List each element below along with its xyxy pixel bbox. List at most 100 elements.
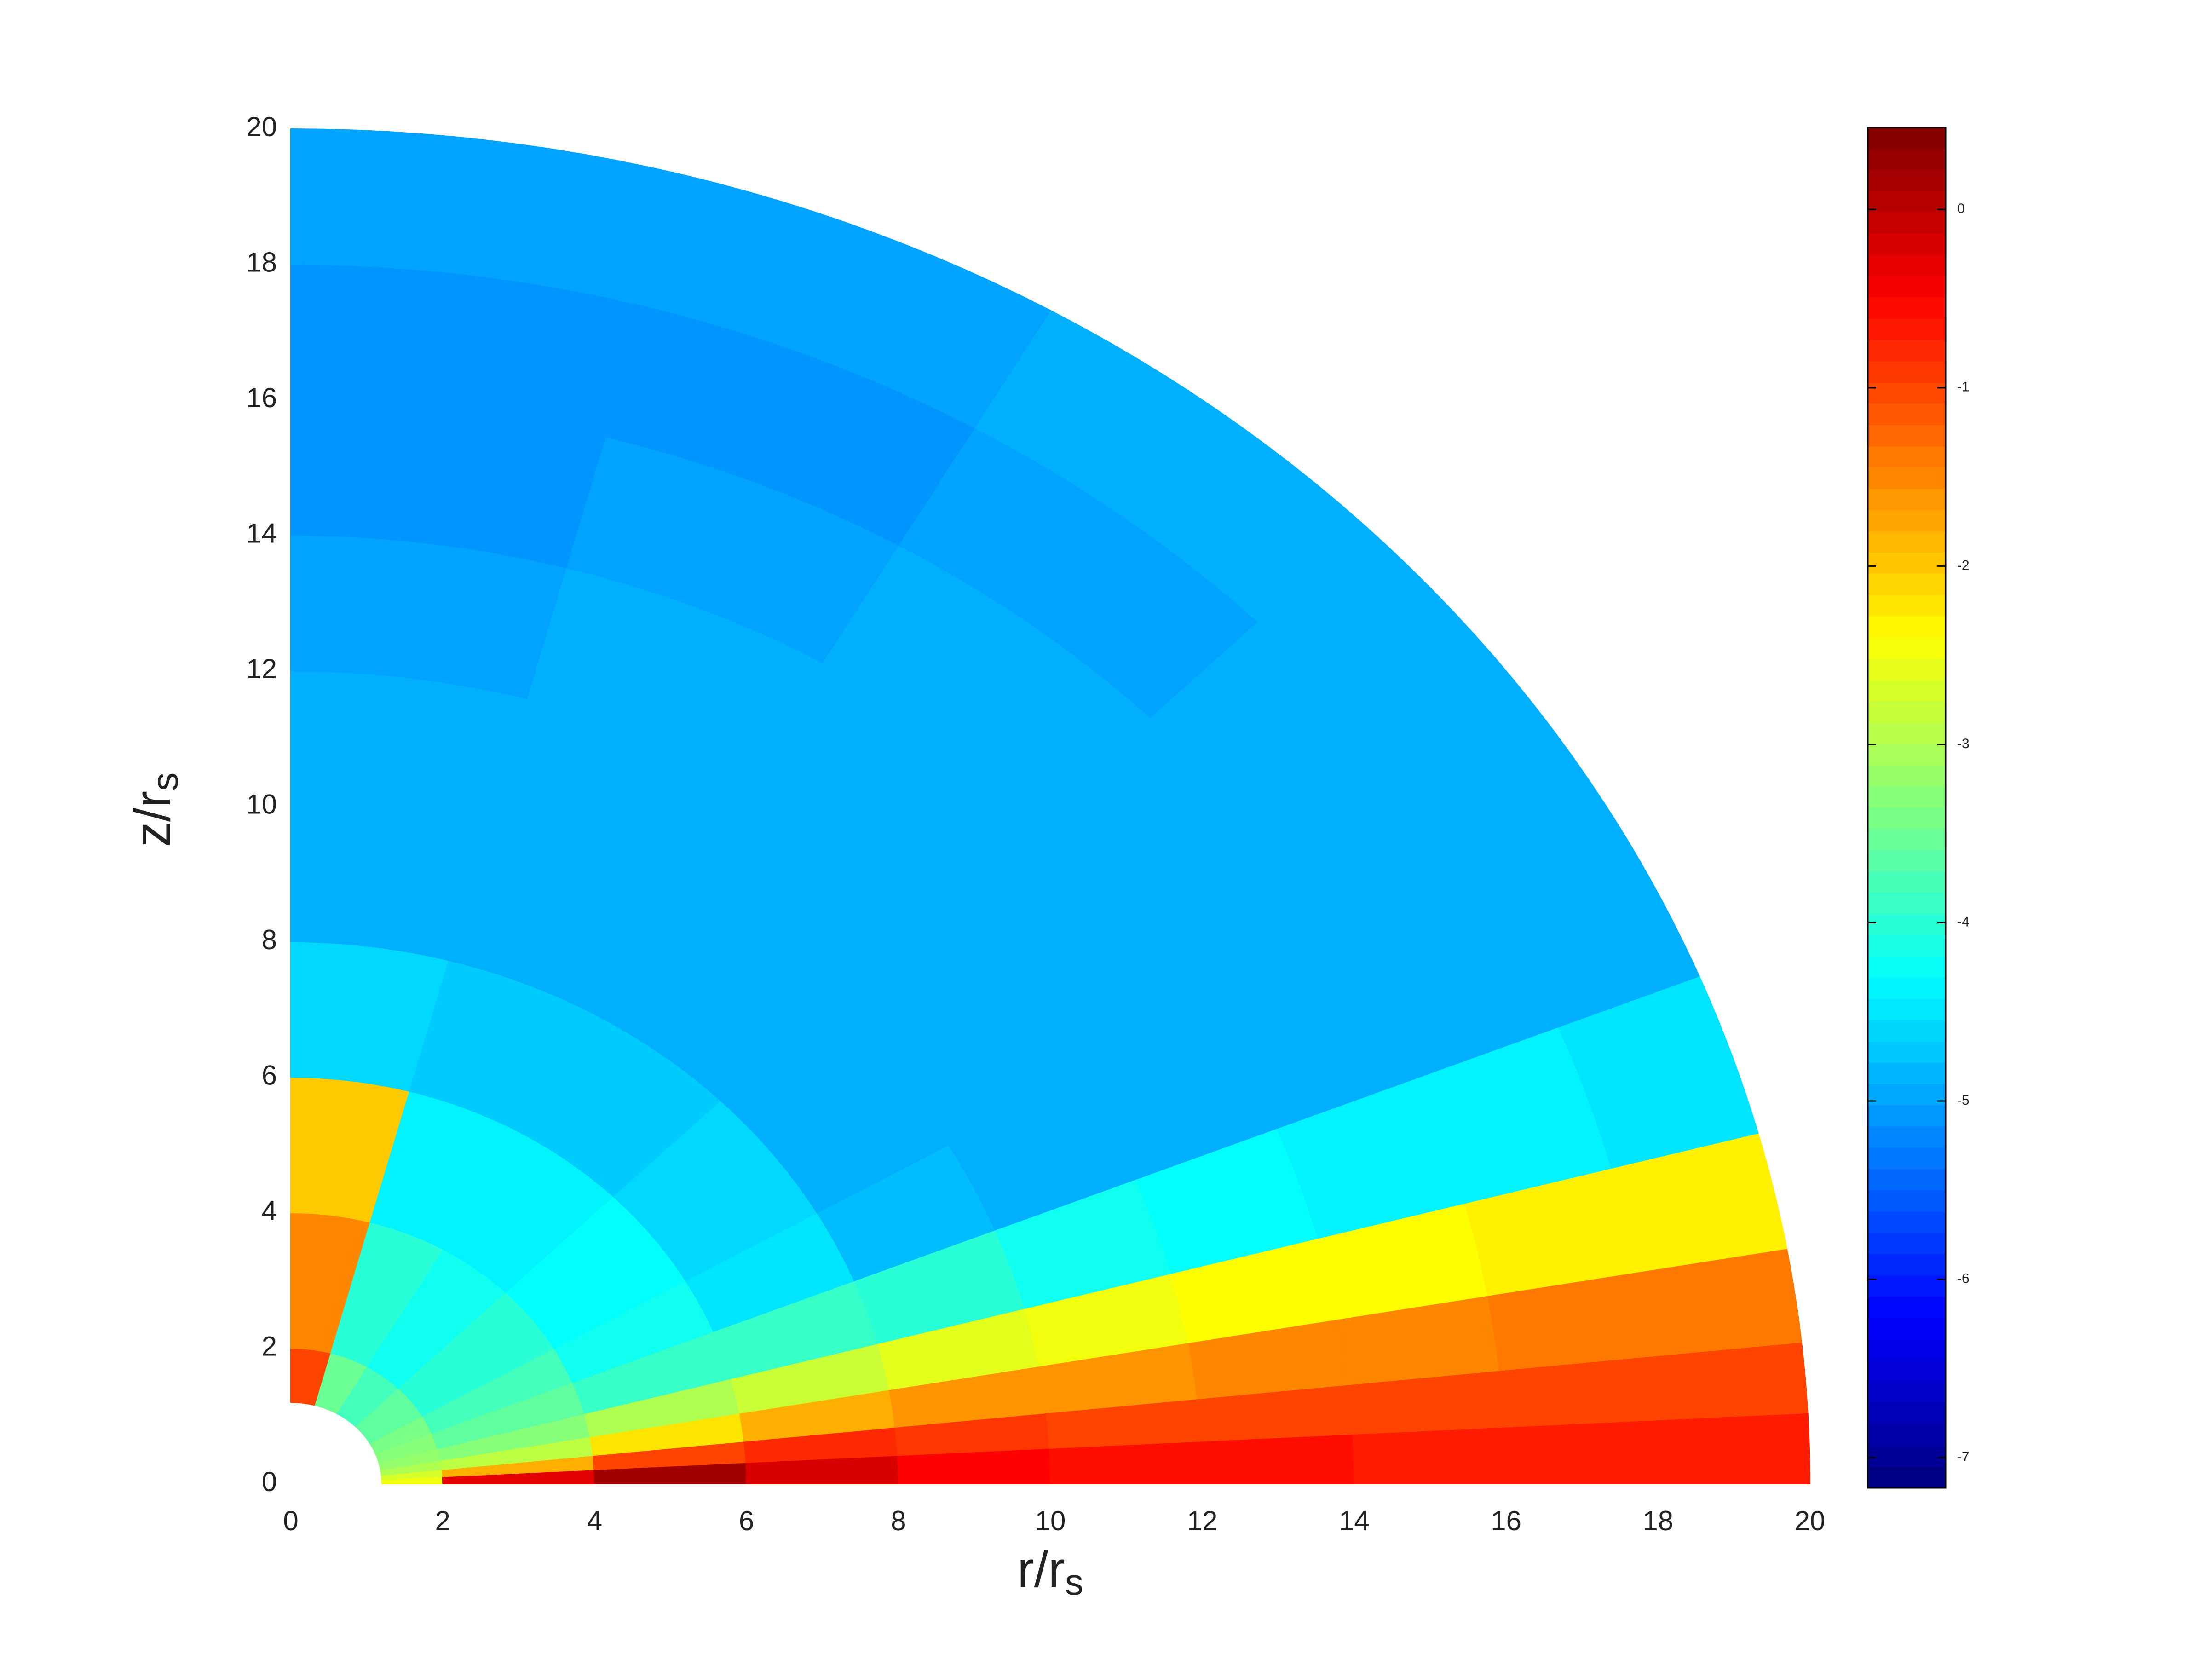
- y-axis-label: z/rs: [124, 772, 185, 847]
- colorbar-swatch: [1868, 127, 1946, 150]
- x-tick-label: 16: [1491, 1505, 1521, 1536]
- colorbar-swatch: [1868, 871, 1946, 893]
- colorbar-swatch: [1868, 659, 1946, 681]
- y-tick-label: 4: [262, 1195, 277, 1226]
- colorbar-swatch: [1868, 1233, 1946, 1255]
- x-axis-label-text: r/r: [1017, 1541, 1065, 1598]
- colorbar-swatch: [1868, 1211, 1946, 1233]
- colorbar-swatch: [1868, 255, 1946, 277]
- y-tick-label: 8: [262, 924, 277, 955]
- colorbar-swatch: [1868, 1084, 1946, 1106]
- colorbar-tick-label: -1: [1957, 380, 1970, 395]
- colorbar-swatch: [1868, 170, 1946, 192]
- colorbar-swatch: [1868, 1403, 1946, 1425]
- colorbar-swatch: [1868, 1318, 1946, 1340]
- colorbar-tick-label: -3: [1957, 736, 1970, 751]
- colorbar-swatch: [1868, 765, 1946, 787]
- x-tick-label: 10: [1035, 1505, 1066, 1536]
- colorbar-swatch: [1868, 553, 1946, 575]
- y-tick-label: 18: [246, 247, 277, 277]
- colorbar-swatch: [1868, 807, 1946, 830]
- colorbar-swatch: [1868, 403, 1946, 426]
- colorbar-swatch: [1868, 382, 1946, 404]
- field-cell: [290, 670, 528, 830]
- colorbar-swatch: [1868, 1105, 1946, 1127]
- colorbar-swatch: [1868, 510, 1946, 532]
- colorbar-swatch: [1868, 1445, 1946, 1467]
- colorbar: -7 -6 -5 -4 -3 -2 -1 0: [1867, 127, 1970, 1489]
- colorbar-swatch: [1868, 701, 1946, 723]
- colorbar-swatch: [1868, 467, 1946, 490]
- colorbar-tick-label: -5: [1957, 1093, 1970, 1108]
- colorbar-tick-label: -2: [1957, 558, 1970, 573]
- y-tick-label: 16: [246, 382, 277, 413]
- colorbar-frame: [1867, 127, 1947, 1489]
- colorbar-swatch: [1868, 531, 1946, 553]
- colorbar-swatch: [1868, 1339, 1946, 1361]
- colorbar-swatch: [1868, 276, 1946, 298]
- colorbar-swatch: [1868, 1381, 1946, 1404]
- x-tick-label: 20: [1795, 1505, 1826, 1536]
- field-cell: [1200, 1434, 1355, 1484]
- colorbar-swatch: [1868, 318, 1946, 341]
- x-tick-label: 18: [1642, 1505, 1673, 1536]
- colorbar-swatch: [1868, 1424, 1946, 1446]
- colorbar-swatch: [1868, 1126, 1946, 1148]
- colorbar-tick-label: -6: [1957, 1271, 1970, 1286]
- field-cell: [290, 128, 685, 306]
- colorbar-swatch: [1868, 149, 1946, 171]
- colorbar-swatch: [1868, 744, 1946, 766]
- colorbar-swatch: [1868, 1275, 1946, 1297]
- colorbar-swatch: [1868, 722, 1946, 744]
- x-tick-label: 6: [739, 1505, 754, 1536]
- x-tick-label: 2: [435, 1505, 450, 1536]
- colorbar-swatch: [1868, 1020, 1946, 1042]
- colorbar-swatch: [1868, 914, 1946, 936]
- colorbar-swatch: [1868, 1254, 1946, 1276]
- colorbar-swatch: [1868, 1297, 1946, 1319]
- field: [290, 128, 1810, 1484]
- x-tick-label: 12: [1187, 1505, 1218, 1536]
- y-tick-label: 10: [246, 789, 277, 819]
- colorbar-swatch: [1868, 1062, 1946, 1085]
- colorbar-tick-label: 0: [1957, 201, 1965, 216]
- colorbar-swatch: [1868, 893, 1946, 915]
- colorbar-swatch: [1868, 616, 1946, 638]
- colorbar-tick-label: -4: [1957, 914, 1970, 929]
- colorbar-swatch: [1868, 340, 1946, 362]
- x-axis-label-sub: s: [1065, 1562, 1083, 1602]
- field-cell: [1352, 1426, 1507, 1484]
- colorbar-swatch: [1868, 361, 1946, 383]
- colorbar-swatch: [1868, 956, 1946, 979]
- y-tick-label: 6: [262, 1060, 277, 1090]
- y-tick-label: 12: [246, 653, 277, 684]
- colorbar-swatch: [1868, 1466, 1946, 1488]
- colorbar-swatch: [1868, 680, 1946, 702]
- colorbar-swatch: [1868, 191, 1946, 213]
- colorbar-swatch: [1868, 1147, 1946, 1170]
- y-tick-label: 2: [262, 1331, 277, 1361]
- colorbar-swatch: [1868, 829, 1946, 851]
- colorbar-swatch: [1868, 446, 1946, 468]
- x-tick-label: 0: [283, 1505, 298, 1536]
- field-cell: [1503, 1419, 1659, 1484]
- x-tick-label: 4: [587, 1505, 602, 1536]
- colorbar-swatch: [1868, 1360, 1946, 1382]
- colorbar-swatch: [1868, 850, 1946, 872]
- colorbar-swatch: [1868, 935, 1946, 957]
- colorbar-swatch: [1868, 1169, 1946, 1191]
- colorbar-swatch: [1868, 425, 1946, 447]
- x-axis-label: r/rs: [1017, 1541, 1083, 1602]
- colorbar-swatch: [1868, 786, 1946, 808]
- y-tick-label: 14: [246, 518, 277, 548]
- colorbar-swatch: [1868, 574, 1946, 596]
- colorbar-swatch: [1868, 297, 1946, 319]
- colorbar-swatch: [1868, 212, 1946, 235]
- colorbar-swatch: [1868, 234, 1946, 256]
- y-tick-label: 0: [262, 1466, 277, 1497]
- y-axis-label-text: z/r: [124, 791, 181, 847]
- colorbar-tick-label: -7: [1957, 1449, 1970, 1464]
- colorbar-swatch: [1868, 595, 1946, 617]
- colorbar-swatch: [1868, 489, 1946, 511]
